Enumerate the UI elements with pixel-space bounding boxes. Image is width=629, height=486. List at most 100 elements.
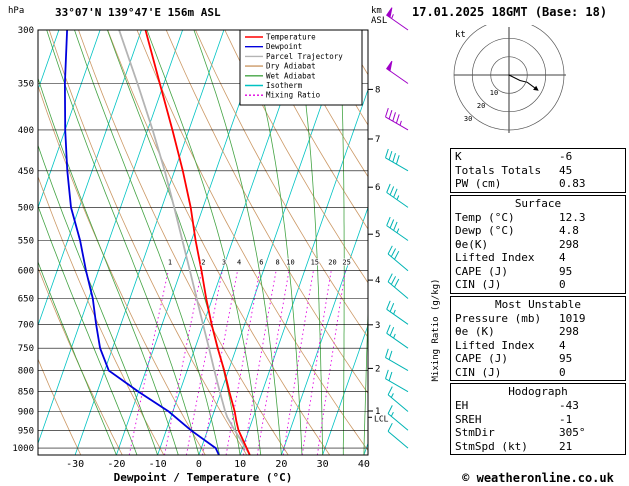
hodograph-arrow xyxy=(533,85,539,91)
wind-barb xyxy=(387,422,409,449)
mixing-ratio-value-label: 1 xyxy=(168,259,172,267)
temperature-curve xyxy=(144,30,251,455)
mixing-ratio-value-label: 25 xyxy=(342,259,350,267)
mixing-ratio-line xyxy=(243,270,277,455)
isotherm-line xyxy=(38,30,142,327)
stat-value: 21 xyxy=(559,439,573,453)
wet-adiabat-line xyxy=(363,298,368,455)
stat-value: -43 xyxy=(559,399,579,412)
dry-adiabat-line xyxy=(224,30,368,284)
parcel-curve xyxy=(118,30,251,455)
isotherm-line xyxy=(239,88,368,455)
wind-barb xyxy=(387,386,409,412)
indices-box: K -6 Totals Totals 45 PW (cm) 0.83 xyxy=(450,148,626,193)
stat-label: K xyxy=(455,150,462,163)
stat-label: Lifted Index xyxy=(455,251,535,264)
wet-adiabat-line xyxy=(74,30,220,455)
km-tick-label: 4 xyxy=(375,276,380,286)
temp-tick-label: -10 xyxy=(149,459,167,470)
stat-label: Temp (°C) xyxy=(455,210,515,224)
dewpoint-curve xyxy=(63,30,220,455)
hodograph-trace xyxy=(508,74,535,89)
legend-label: Dewpoint xyxy=(266,42,302,51)
copyright: © weatheronline.co.uk xyxy=(462,471,614,485)
stat-value: 0.83 xyxy=(559,177,586,190)
stats-section-title: Most Unstable xyxy=(494,297,582,311)
legend-label: Temperature xyxy=(266,33,316,42)
legend-label: Mixing Ratio xyxy=(266,91,321,100)
pressure-tick-label: 900 xyxy=(18,408,34,418)
stat-value: -6 xyxy=(559,150,573,163)
hodograph: kt 10 20 30 xyxy=(453,25,566,133)
mixing-ratio-value-label: 10 xyxy=(286,259,294,267)
stat-label: Dewp (°C) xyxy=(455,224,515,237)
mixing-ratio-value-label: 4 xyxy=(237,259,241,267)
temp-tick-label: 40 xyxy=(358,459,370,470)
stat-value: 12.3 xyxy=(559,210,586,224)
pressure-tick-label: 800 xyxy=(18,367,34,377)
dry-adiabat-line xyxy=(282,30,368,178)
km-tick-label: 7 xyxy=(375,135,380,145)
km-tick-label: 5 xyxy=(375,230,380,240)
km-tick-label: 8 xyxy=(375,85,380,95)
legend-box xyxy=(239,29,363,106)
station-title: 33°07'N 139°47'E 156m ASL xyxy=(55,6,221,19)
stat-value: 0 xyxy=(559,278,566,291)
hodograph-ring xyxy=(490,56,528,94)
isotherm-line xyxy=(38,30,101,209)
stat-row: CAPE (J) 95 xyxy=(451,265,625,279)
dry-adiabat-line xyxy=(253,30,368,230)
stat-value: 298 xyxy=(559,237,579,251)
pressure-tick-label: 550 xyxy=(18,237,34,247)
mixing-ratio-value-label: 3 xyxy=(222,259,226,267)
pressure-tick-label: 600 xyxy=(18,267,34,277)
stat-row: Lifted Index 4 xyxy=(451,339,625,353)
hodograph-ring-label: 20 xyxy=(477,102,485,110)
stat-row: Dewp (°C) 4.8 xyxy=(451,224,625,238)
stats-section-hodograph: Hodograph EH -43 SREH -1 StmDir 305° StmSpd (kt… xyxy=(450,383,626,455)
temp-tick-label: 30 xyxy=(317,459,329,470)
isotherm-line xyxy=(0,30,18,455)
stat-label: StmDir xyxy=(455,426,495,439)
stat-row: CIN (J) 0 xyxy=(451,278,625,292)
wind-barb xyxy=(387,405,409,431)
mixing-ratio-value-label: 8 xyxy=(275,259,279,267)
altitude-axis-label-asl: ASL xyxy=(371,16,387,26)
wind-barb xyxy=(386,60,409,84)
wet-adiabat-line xyxy=(46,30,200,455)
mixing-ratio-line xyxy=(282,270,314,455)
stat-value: 4.8 xyxy=(559,224,579,237)
stat-row: Temp (°C) 12.3 xyxy=(451,211,625,225)
km-tick-label: 2 xyxy=(375,364,380,374)
hodograph-unit-label: kt xyxy=(455,30,466,40)
dry-adiabat-line xyxy=(371,30,450,455)
stats-section-most-unstable: Most Unstable Pressure (mb) 1019 θe (K) 298 L… xyxy=(450,295,626,381)
x-axis-label: Dewpoint / Temperature (°C) xyxy=(114,471,293,484)
stat-row: Totals Totals 45 xyxy=(451,164,625,178)
stat-label: CAPE (J) xyxy=(455,352,508,365)
stat-value: 298 xyxy=(559,325,579,338)
hodograph-ring-label: 10 xyxy=(490,89,498,97)
stat-label: Pressure (mb) xyxy=(455,311,542,325)
temp-tick-label: 10 xyxy=(234,459,246,470)
stat-row: CAPE (J) 95 xyxy=(451,352,625,366)
pressure-tick-label: 350 xyxy=(18,80,34,90)
stat-label: StmSpd (kt) xyxy=(455,439,528,453)
stat-row: Pressure (mb) 1019 xyxy=(451,312,625,326)
stat-label: Totals Totals xyxy=(455,163,542,177)
wind-barb xyxy=(387,245,409,272)
pressure-tick-label: 700 xyxy=(18,320,34,330)
mixing-ratio-value-label: 15 xyxy=(311,259,319,267)
stat-row: SREH -1 xyxy=(451,413,625,427)
mixing-ratio-line xyxy=(128,270,169,455)
stat-label: SREH xyxy=(455,412,482,426)
stat-label: CAPE (J) xyxy=(455,264,508,278)
wind-barb xyxy=(386,300,409,325)
stat-label: PW (cm) xyxy=(455,177,502,190)
wind-barb xyxy=(385,369,409,393)
stat-value: -1 xyxy=(559,412,573,426)
stat-value: 0 xyxy=(559,365,566,379)
stat-row: Lifted Index 4 xyxy=(451,251,625,265)
stat-value: 95 xyxy=(559,352,573,365)
